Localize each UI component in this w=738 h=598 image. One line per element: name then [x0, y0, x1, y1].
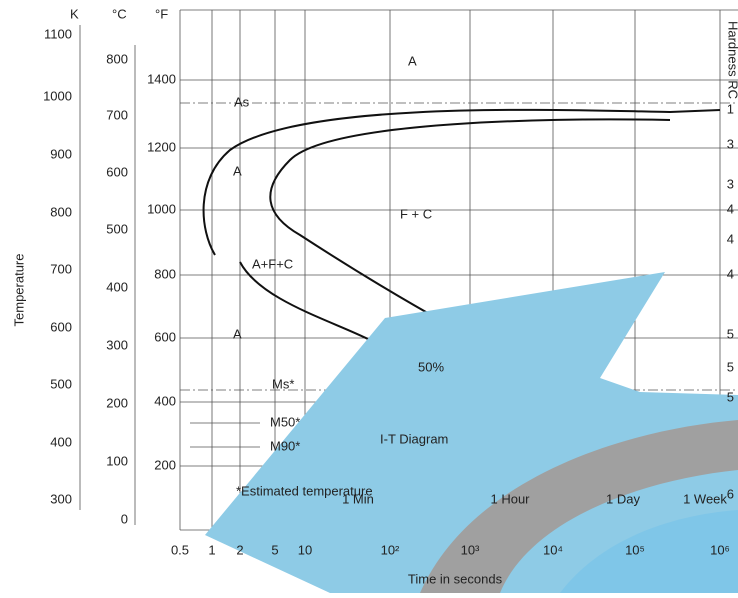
k-tick-label: 700 — [50, 261, 72, 276]
k-tick-label: 900 — [50, 146, 72, 161]
right-tick-label: 3 — [727, 176, 734, 191]
right-tick-label: 4 — [727, 201, 734, 216]
f-tick-label: 1200 — [147, 139, 176, 154]
region: F + C — [400, 206, 432, 221]
f-tick-label: 200 — [154, 457, 176, 472]
x-tick-label: 10⁵ — [625, 542, 645, 557]
c-tick-label: 600 — [106, 164, 128, 179]
right-tick-label: 5 — [727, 326, 734, 341]
x-tick-label: 1 — [208, 542, 215, 557]
right-title: Hardness RC — [726, 21, 738, 99]
f-tick-label: 1400 — [147, 71, 176, 86]
right-tick-label: 4 — [727, 231, 734, 246]
x-tick-label: 0.5 — [171, 542, 189, 557]
region: 50% — [418, 359, 444, 374]
axis-title: °F — [155, 6, 168, 21]
time-mark: 1 Day — [606, 491, 640, 506]
right-tick-label: 5 — [727, 359, 734, 374]
time-mark: 1 Hour — [490, 491, 530, 506]
region: A — [233, 163, 242, 178]
x-tick-label: 2 — [236, 542, 243, 557]
right-tick-label: 1 — [727, 101, 734, 116]
right-tick-label: 4 — [727, 266, 734, 281]
region: As — [234, 94, 250, 109]
c-tick-label: 300 — [106, 337, 128, 352]
region: A — [408, 53, 417, 68]
c-tick-label: 200 — [106, 395, 128, 410]
right-tick-label: 3 — [727, 136, 734, 151]
right-tick-label: 5 — [727, 389, 734, 404]
k-tick-label: 300 — [50, 491, 72, 506]
k-tick-label: 800 — [50, 204, 72, 219]
k-tick-label: 600 — [50, 319, 72, 334]
diagram-title: I-T Diagram — [380, 431, 448, 446]
time-mark: 1 Week — [683, 491, 727, 506]
axis-title: °C — [112, 6, 127, 21]
c-tick-label: 800 — [106, 51, 128, 66]
axis-title: K — [70, 6, 79, 21]
y-title: Temperature — [11, 254, 26, 327]
region: A — [233, 326, 242, 341]
x-title: Time in seconds — [408, 571, 503, 586]
x-tick-label: 5 — [271, 542, 278, 557]
c-tick-label: 700 — [106, 107, 128, 122]
x-tick-label: 10² — [381, 542, 400, 557]
page: K °C °F Temperature Time in seconds Hard… — [0, 0, 738, 593]
ms: M50* — [270, 414, 300, 429]
k-tick-label: 1100 — [44, 26, 72, 41]
k-tick-label: 400 — [50, 434, 72, 449]
f-tick-label: 400 — [154, 393, 176, 408]
x-tick-label: 10⁴ — [543, 542, 563, 557]
x-tick-label: 10⁶ — [710, 542, 730, 557]
c-tick-label: 100 — [106, 453, 128, 468]
region: A+F+C — [252, 256, 293, 271]
k-tick-label: 1000 — [43, 88, 72, 103]
f-tick-label: 600 — [154, 329, 176, 344]
x-tick-label: 10 — [298, 542, 312, 557]
time-mark: 1 Min — [342, 491, 374, 506]
ms: Ms* — [272, 376, 294, 391]
k-tick-label: 500 — [50, 376, 72, 391]
ms: M90* — [270, 438, 300, 453]
right-tick-label: 6 — [727, 486, 734, 501]
c-tick-label: 500 — [106, 221, 128, 236]
c-tick-label: 0 — [121, 511, 128, 526]
x-tick-label: 10³ — [461, 542, 480, 557]
f-tick-label: 800 — [154, 266, 176, 281]
f-tick-label: 1000 — [147, 201, 176, 216]
c-tick-label: 400 — [106, 279, 128, 294]
